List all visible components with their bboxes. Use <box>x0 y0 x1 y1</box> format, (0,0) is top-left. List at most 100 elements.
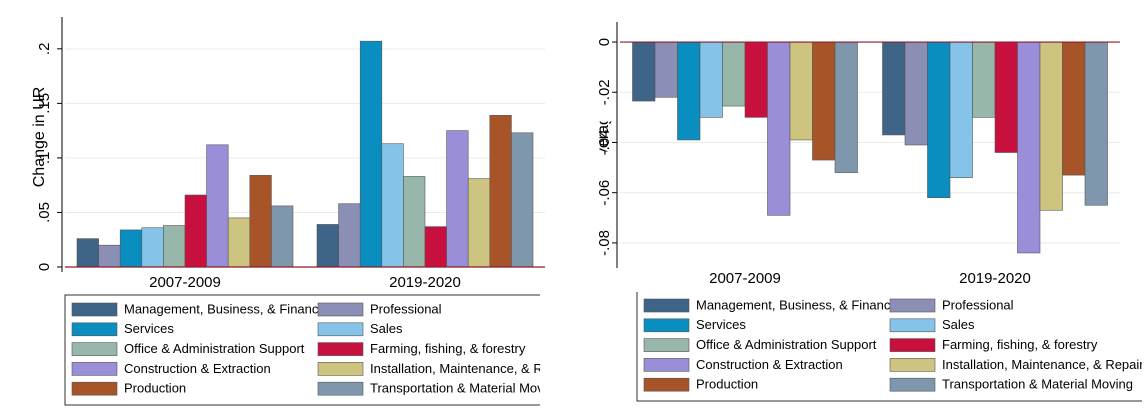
legend-swatch <box>889 298 936 313</box>
y-axis-title: Change in UR <box>31 87 48 188</box>
legend-swatch <box>71 381 118 396</box>
bar <box>744 41 768 118</box>
legend-label: Construction & Extraction <box>696 357 843 372</box>
legend-swatch <box>71 362 118 376</box>
bar <box>767 41 791 216</box>
legend-swatch <box>643 298 690 313</box>
legend-box <box>64 294 540 406</box>
bar <box>994 41 1018 153</box>
y-tick-label: -.02 <box>596 79 613 105</box>
legend-label: Transportation & Material Moving <box>942 377 1133 392</box>
bar <box>511 132 534 268</box>
bar <box>467 178 491 268</box>
legend-swatch <box>889 377 936 392</box>
bar <box>98 244 121 268</box>
legend-label: Construction & Extraction <box>124 361 271 376</box>
legend-label: Transportation & Material Moving <box>370 381 561 396</box>
y-tick-label: .05 <box>36 202 53 223</box>
bar <box>812 41 836 161</box>
legend-label: Sales <box>370 321 403 336</box>
y-tick-label: 0 <box>596 38 613 46</box>
x-tick-label: 2007-2009 <box>709 270 781 287</box>
legend-label: Services <box>696 317 746 332</box>
legend-swatch <box>643 377 690 392</box>
bar <box>632 41 656 102</box>
legend-swatch <box>71 342 118 356</box>
bar <box>227 217 251 268</box>
bar <box>699 41 723 118</box>
bar <box>1084 41 1108 206</box>
legend-swatch <box>643 358 690 372</box>
legend-swatch <box>317 362 364 376</box>
y-tick-label: .1 <box>36 152 53 165</box>
y-tick-label: 0 <box>36 263 53 271</box>
bar <box>381 143 404 268</box>
bar <box>882 41 906 136</box>
legend-label: Office & Administration Support <box>696 337 877 352</box>
x-tick-label: 2019-2020 <box>959 270 1031 287</box>
bar <box>789 41 813 141</box>
legend-swatch <box>889 338 936 352</box>
bar <box>163 225 186 268</box>
bar <box>489 115 512 268</box>
legend-label: Installation, Maintenance, & Repair <box>370 361 572 376</box>
legend-swatch <box>71 322 118 337</box>
legend-label: Services <box>124 321 174 336</box>
bar <box>359 40 383 268</box>
bar <box>119 229 143 268</box>
bar <box>424 226 447 268</box>
legend-label: Sales <box>942 317 975 332</box>
bar <box>927 41 951 199</box>
legend-swatch <box>889 318 936 333</box>
y-tick-label: .2 <box>36 43 53 56</box>
x-tick-label: 2019-2020 <box>389 274 461 291</box>
legend-label: Farming, fishing, & forestry <box>942 337 1098 352</box>
y-tick-label: -.06 <box>596 180 613 206</box>
legend-label: Office & Administration Support <box>124 341 305 356</box>
bar <box>949 41 973 178</box>
legend-swatch <box>71 302 118 317</box>
legend-swatch <box>317 302 364 317</box>
x-tick-label: 2007-2009 <box>149 274 221 291</box>
bar <box>904 41 928 146</box>
bar <box>722 41 746 107</box>
bar <box>654 41 678 98</box>
bar <box>1039 41 1063 211</box>
y-axis-title: Change in Log Average Hours Worked <box>595 1 612 274</box>
legend-swatch <box>643 338 690 352</box>
bar <box>271 205 294 268</box>
legend-label: Production <box>696 377 758 392</box>
bar <box>141 227 164 268</box>
legend-label: Farming, fishing, & forestry <box>370 341 526 356</box>
bar <box>446 130 469 268</box>
legend-label: Management, Business, & Financial <box>124 301 331 316</box>
bar <box>403 176 426 268</box>
bar <box>677 41 701 141</box>
chart: 0 .05 .1 .15 .2 Change in UR 2007-2009 2019-202… <box>31 17 572 406</box>
legend-swatch <box>317 342 364 356</box>
legend: Management, Business, & Financial Profess… <box>64 294 572 406</box>
bar <box>1062 41 1086 176</box>
legend-swatch <box>889 358 936 372</box>
bar <box>76 238 99 268</box>
legend-swatch <box>317 322 364 337</box>
y-tick-label: .15 <box>36 93 53 114</box>
legend-label: Installation, Maintenance, & Repair <box>942 357 1144 372</box>
legend-label: Professional <box>942 297 1014 312</box>
legend-label: Professional <box>370 301 442 316</box>
bar <box>834 41 858 173</box>
bar <box>184 194 207 268</box>
bar <box>206 144 229 268</box>
bar <box>338 203 361 268</box>
legend-label: Production <box>124 381 186 396</box>
legend-box <box>636 292 1142 402</box>
bar <box>316 224 339 268</box>
bar <box>249 175 272 268</box>
y-tick-label: -.04 <box>596 130 613 156</box>
legend-label: Management, Business, & Financial <box>696 297 903 312</box>
legend: Management, Business, & Financial Profess… <box>636 292 1144 402</box>
legend-swatch <box>317 381 364 396</box>
legend-swatch <box>643 318 690 333</box>
